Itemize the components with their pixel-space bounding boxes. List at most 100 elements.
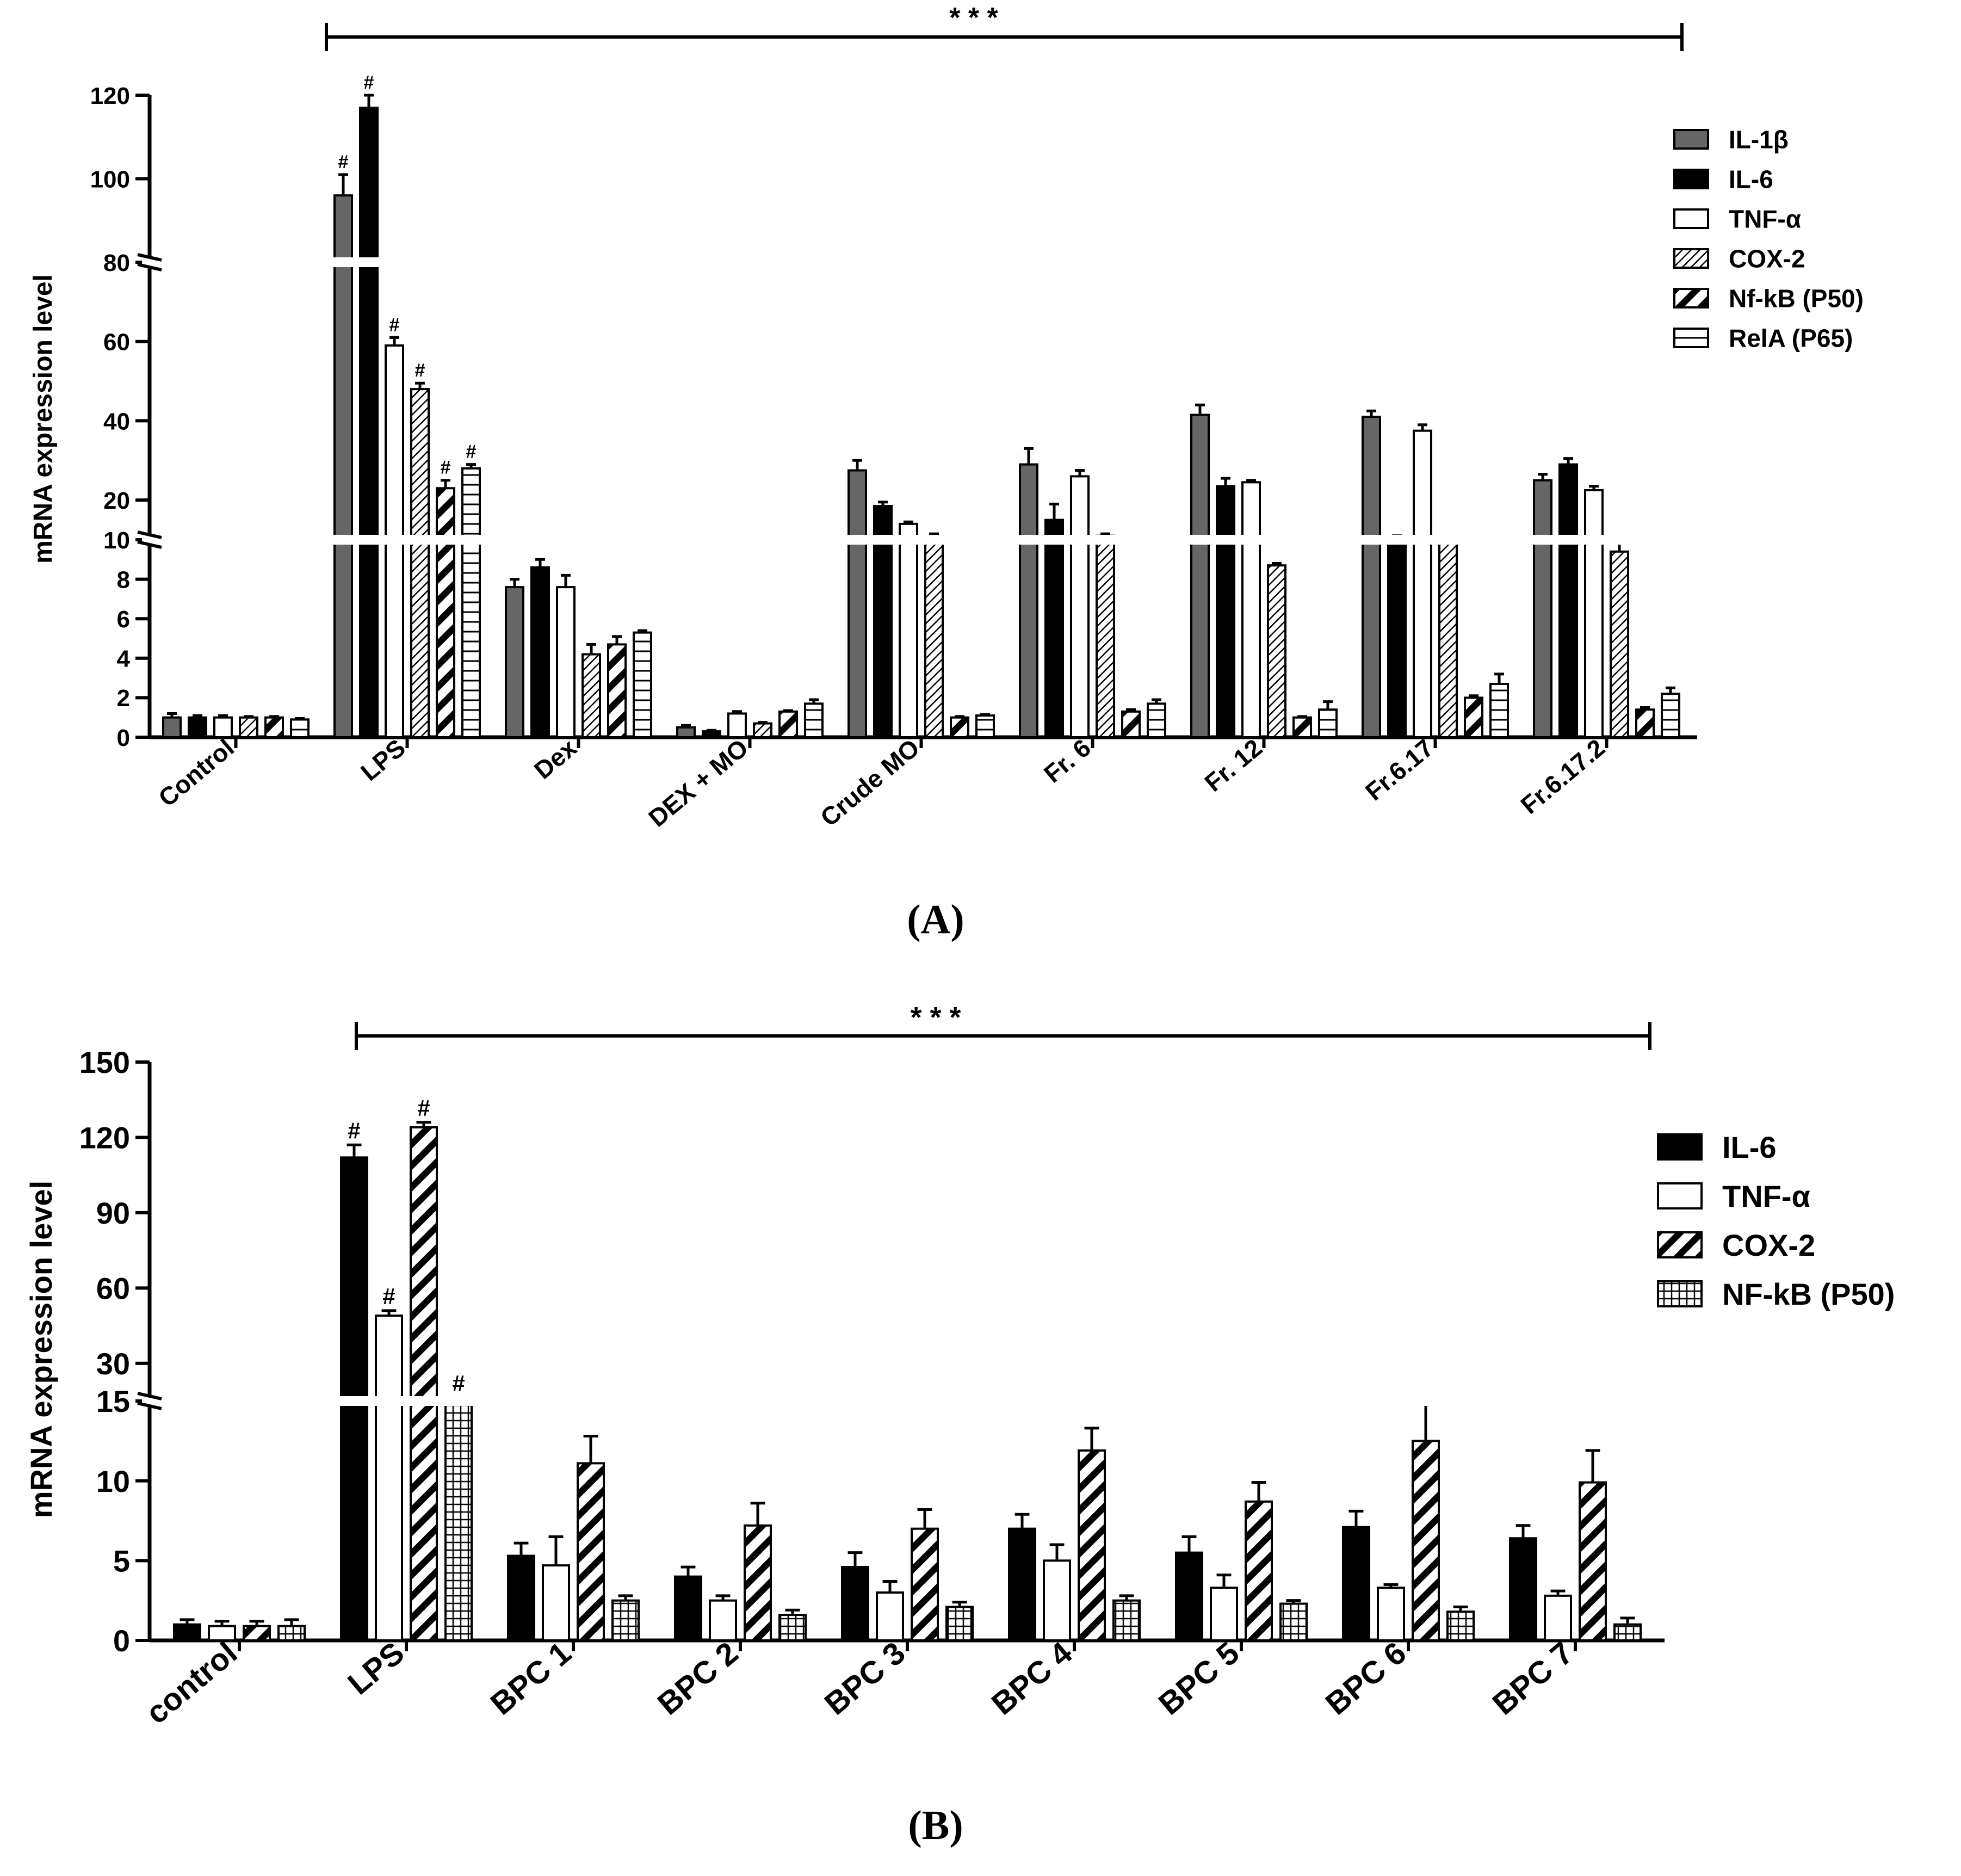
panel-label: (A) (907, 897, 964, 942)
bar-rela-p65-fr-6 (1147, 702, 1166, 739)
bar-cox-2-fr-12 (1267, 564, 1286, 738)
bar-tnf-bpc-1 (542, 1564, 570, 1642)
y-tick-label: 100 (90, 166, 130, 193)
bar-cox-2-fr-6-17 (1438, 539, 1458, 738)
bar-cox-2-crude-mo (924, 539, 944, 738)
legend-label-rela-p65: RelA (P65) (1729, 324, 1853, 353)
bar-rela-p65-dex-mo (804, 702, 824, 739)
bar-cox-2-control (239, 716, 258, 738)
bar-tnf-dex (556, 586, 576, 738)
y-tick-label: 60 (103, 329, 130, 356)
significance-label: * * * (910, 1001, 961, 1034)
bar-tnf-bpc-2 (709, 1599, 737, 1642)
bar-tnf-bpc-6 (1377, 1587, 1405, 1642)
bar-il-6-control (173, 1623, 201, 1642)
bar-rela-p65-fr-6-17-2 (1661, 693, 1680, 739)
bar-il-1-lps (333, 194, 353, 738)
bar-il-1-dex-mo (676, 726, 696, 738)
axis-break-mark (137, 263, 162, 271)
legend-swatch-nf-kb-p50 (1657, 1280, 1703, 1307)
y-tick-label: 80 (103, 250, 130, 276)
axis-break-mark (137, 1402, 162, 1410)
x-tick-label-control: Control (153, 733, 239, 812)
legend-swatch-tnf (1657, 1182, 1703, 1209)
bar-il-6-bpc-7 (1509, 1537, 1537, 1642)
bar-il-1-control (162, 716, 182, 738)
significance-hash: # (441, 458, 451, 478)
bar-nf-kb-p50-bpc-2 (778, 1614, 807, 1642)
axis-break-mark (137, 530, 162, 539)
bar-il-6-fr-12 (1216, 485, 1235, 739)
legend-swatch-il-6 (1657, 1133, 1703, 1161)
y-tick-label: 6 (117, 606, 130, 633)
legend-label-nf-kb-p50: Nf-kB (P50) (1729, 285, 1864, 313)
bar-tnf-lps (375, 1315, 403, 1642)
bar-cox-2-bpc-3 (911, 1527, 939, 1642)
bar-nf-kb-p50-bpc-7 (1613, 1623, 1642, 1642)
bar-nf-kb-p50-fr-6 (1121, 710, 1141, 739)
bar-il-6-dex-mo (702, 730, 721, 738)
bar-cox-2-bpc-4 (1078, 1449, 1106, 1642)
bar-il-6-control (188, 716, 207, 738)
significance-label: * * * (949, 2, 998, 34)
bar-cox-2-lps (410, 1126, 438, 1642)
bar-nf-kb-p50-bpc-1 (611, 1599, 640, 1642)
y-tick-label: 8 (117, 566, 130, 593)
bar-tnf-fr-6-17 (1413, 429, 1432, 738)
bar-il-1-dex (505, 586, 524, 738)
bar-nf-kb-p50-bpc-3 (945, 1606, 974, 1642)
bar-tnf-dex-mo (727, 712, 747, 738)
bar-rela-p65-fr-12 (1318, 708, 1338, 739)
bar-il-6-bpc-6 (1342, 1526, 1370, 1642)
bar-tnf-bpc-5 (1210, 1587, 1238, 1642)
bar-nf-kb-p50-fr-6-17-2 (1635, 708, 1655, 739)
x-tick-label-dex-mo: DEX + MO (643, 733, 753, 832)
bar-rela-p65-lps (461, 467, 481, 738)
axis-break-mark (137, 1392, 162, 1400)
bar-nf-kb-p50-lps (444, 1397, 473, 1642)
bar-il-1-fr-6-17-2 (1533, 479, 1552, 738)
bar-nf-kb-p50-control (277, 1625, 306, 1642)
bar-nf-kb-p50-bpc-4 (1112, 1599, 1141, 1642)
y-tick-label: 30 (96, 1347, 130, 1381)
bar-cox-2-lps (410, 388, 430, 738)
bar-tnf-bpc-3 (876, 1591, 904, 1642)
axis-break-gap (152, 1396, 1667, 1406)
significance-hash: # (338, 152, 349, 172)
bar-cox-2-dex-mo (753, 722, 772, 738)
bar-nf-kb-p50-bpc-5 (1279, 1602, 1308, 1642)
bar-nf-kb-p50-lps (436, 487, 455, 738)
bar-cox-2-bpc-5 (1245, 1500, 1273, 1642)
axis-break-gap (152, 535, 1699, 545)
x-tick-label-bpc-4: BPC 4 (985, 1635, 1079, 1722)
y-tick-label: 0 (117, 725, 130, 751)
y-tick-label: 15 (96, 1384, 130, 1418)
bar-il-6-bpc-2 (674, 1575, 702, 1642)
bar-il-6-fr-6 (1044, 519, 1064, 738)
bar-il-1-fr-6-17 (1362, 416, 1381, 738)
y-tick-label: 0 (113, 1624, 130, 1658)
legend-label-cox-2: COX-2 (1729, 245, 1805, 273)
x-tick-label-bpc-7: BPC 7 (1486, 1635, 1580, 1722)
legend-label-tnf: TNF-α (1722, 1179, 1810, 1213)
legend-label-nf-kb-p50: NF-kB (P50) (1722, 1277, 1895, 1311)
bar-cox-2-fr-6-17-2 (1610, 550, 1629, 739)
bar-cox-2-bpc-2 (744, 1524, 772, 1642)
bar-rela-p65-fr-6-17 (1489, 682, 1509, 738)
x-tick-label-bpc-3: BPC 3 (818, 1635, 912, 1722)
bar-il-6-fr-6-17-2 (1558, 463, 1578, 738)
bar-il-1-crude-mo (848, 469, 867, 738)
bar-nf-kb-p50-control (264, 716, 284, 738)
axis-break-gap (152, 257, 1699, 267)
bar-tnf-fr-12 (1241, 481, 1261, 738)
y-tick-label: 5 (113, 1544, 130, 1578)
bar-il-6-lps (359, 107, 379, 738)
axis-break-mark (137, 253, 162, 262)
significance-hash: # (389, 314, 400, 335)
bar-tnf-fr-6 (1070, 475, 1090, 739)
y-tick-label: 2 (117, 685, 130, 712)
x-tick-label-lps: LPS (341, 1635, 411, 1701)
x-tick-label-control: control (139, 1635, 244, 1731)
bar-tnf-bpc-7 (1544, 1594, 1572, 1642)
